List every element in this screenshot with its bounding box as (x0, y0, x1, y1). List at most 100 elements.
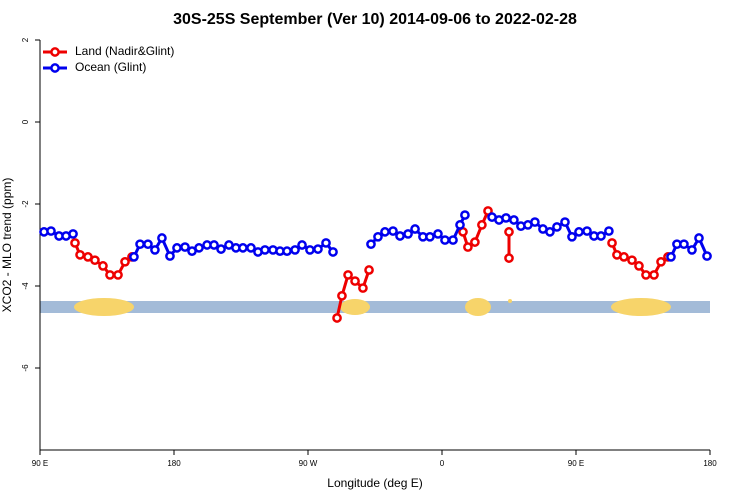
data-point (460, 210, 470, 220)
data-point (364, 265, 374, 275)
surface-strip (40, 298, 710, 316)
data-point (574, 227, 584, 237)
data-point (366, 239, 376, 250)
data-point (582, 226, 592, 236)
data-point (501, 213, 511, 223)
data-point (358, 283, 368, 293)
land-patch (465, 298, 491, 316)
data-point (463, 242, 473, 252)
x-tick-label: 90 E (568, 459, 584, 468)
y-tick-label: -6 (21, 364, 30, 372)
y-tick-label: -4 (21, 282, 30, 290)
legend-label: Ocean (Glint) (75, 60, 146, 74)
y-tick-label: 2 (21, 37, 30, 42)
y-tick-label: -2 (21, 200, 30, 208)
y-axis-label: XCO2 - MLO trend (ppm) (0, 178, 14, 313)
data-point (604, 226, 614, 236)
data-point (433, 229, 443, 239)
x-tick-label: 90 E (32, 459, 48, 468)
data-point (410, 224, 420, 234)
data-point (666, 252, 676, 262)
data-point (172, 243, 182, 253)
data-point (209, 240, 219, 250)
data-point (129, 252, 139, 262)
data-point (321, 238, 331, 248)
data-point (619, 252, 629, 262)
data-point (328, 247, 338, 257)
data-point (290, 245, 300, 255)
legend-marker (50, 47, 60, 57)
legend-marker (50, 63, 60, 73)
data-point (649, 270, 659, 280)
data-point (180, 242, 190, 252)
data-point (656, 256, 666, 267)
x-tick-label: 90 W (299, 459, 318, 468)
data-point (395, 231, 405, 241)
data-point (373, 231, 383, 242)
data-point (350, 276, 360, 286)
data-point (545, 227, 555, 237)
data-point (260, 245, 270, 255)
data-point (388, 226, 398, 236)
data-point (105, 270, 115, 280)
data-point (509, 215, 519, 225)
land-patch (340, 299, 370, 315)
data-point (641, 270, 651, 280)
data-point (425, 231, 435, 242)
x-axis-label: Longitude (deg E) (327, 476, 422, 490)
data-point (337, 290, 347, 301)
data-point (75, 249, 85, 260)
data-point (694, 233, 704, 243)
data-point (194, 243, 204, 253)
data-point (46, 226, 56, 236)
data-point (504, 227, 514, 237)
data-point (634, 261, 644, 271)
data-point (380, 227, 390, 237)
data-point (157, 233, 167, 243)
data-point (596, 231, 606, 241)
data-point (530, 217, 540, 227)
data-point (607, 238, 617, 248)
data-point (470, 237, 480, 247)
data-point (135, 239, 145, 250)
ocean-strip (40, 301, 710, 313)
land-patch (508, 299, 512, 303)
data-point (150, 245, 160, 255)
data-point (238, 243, 248, 253)
data-point (216, 244, 226, 254)
x-tick-label: 0 (440, 459, 445, 468)
data-point (403, 229, 413, 239)
chart-title: 30S-25S September (Ver 10) 2014-09-06 to… (173, 11, 577, 28)
data-point (113, 270, 123, 280)
data-point (504, 253, 514, 263)
data-point (282, 246, 292, 256)
y-tick-label: 0 (21, 119, 30, 124)
data-point (567, 231, 577, 242)
x-tick-label: 180 (167, 459, 181, 468)
data-point (90, 255, 100, 266)
data-point (332, 313, 342, 323)
data-point (313, 244, 323, 254)
data-point (246, 243, 256, 253)
data-point (702, 251, 712, 261)
land-patch (611, 298, 671, 316)
land-patch (74, 298, 134, 316)
data-point (143, 239, 153, 250)
data-point (98, 261, 108, 271)
data-point (68, 229, 78, 239)
data-point (552, 222, 562, 232)
data-point (165, 251, 175, 261)
data-point (297, 240, 307, 250)
data-point (120, 256, 130, 267)
data-point (477, 220, 487, 230)
data-point (305, 245, 315, 255)
data-point (448, 235, 458, 245)
x-tick-label: 180 (703, 459, 717, 468)
legend-label: Land (Nadir&Glint) (75, 44, 174, 58)
data-point (627, 255, 637, 266)
data-point (440, 235, 450, 245)
data-point (343, 270, 353, 280)
data-point (455, 220, 465, 230)
data-point (687, 245, 697, 255)
